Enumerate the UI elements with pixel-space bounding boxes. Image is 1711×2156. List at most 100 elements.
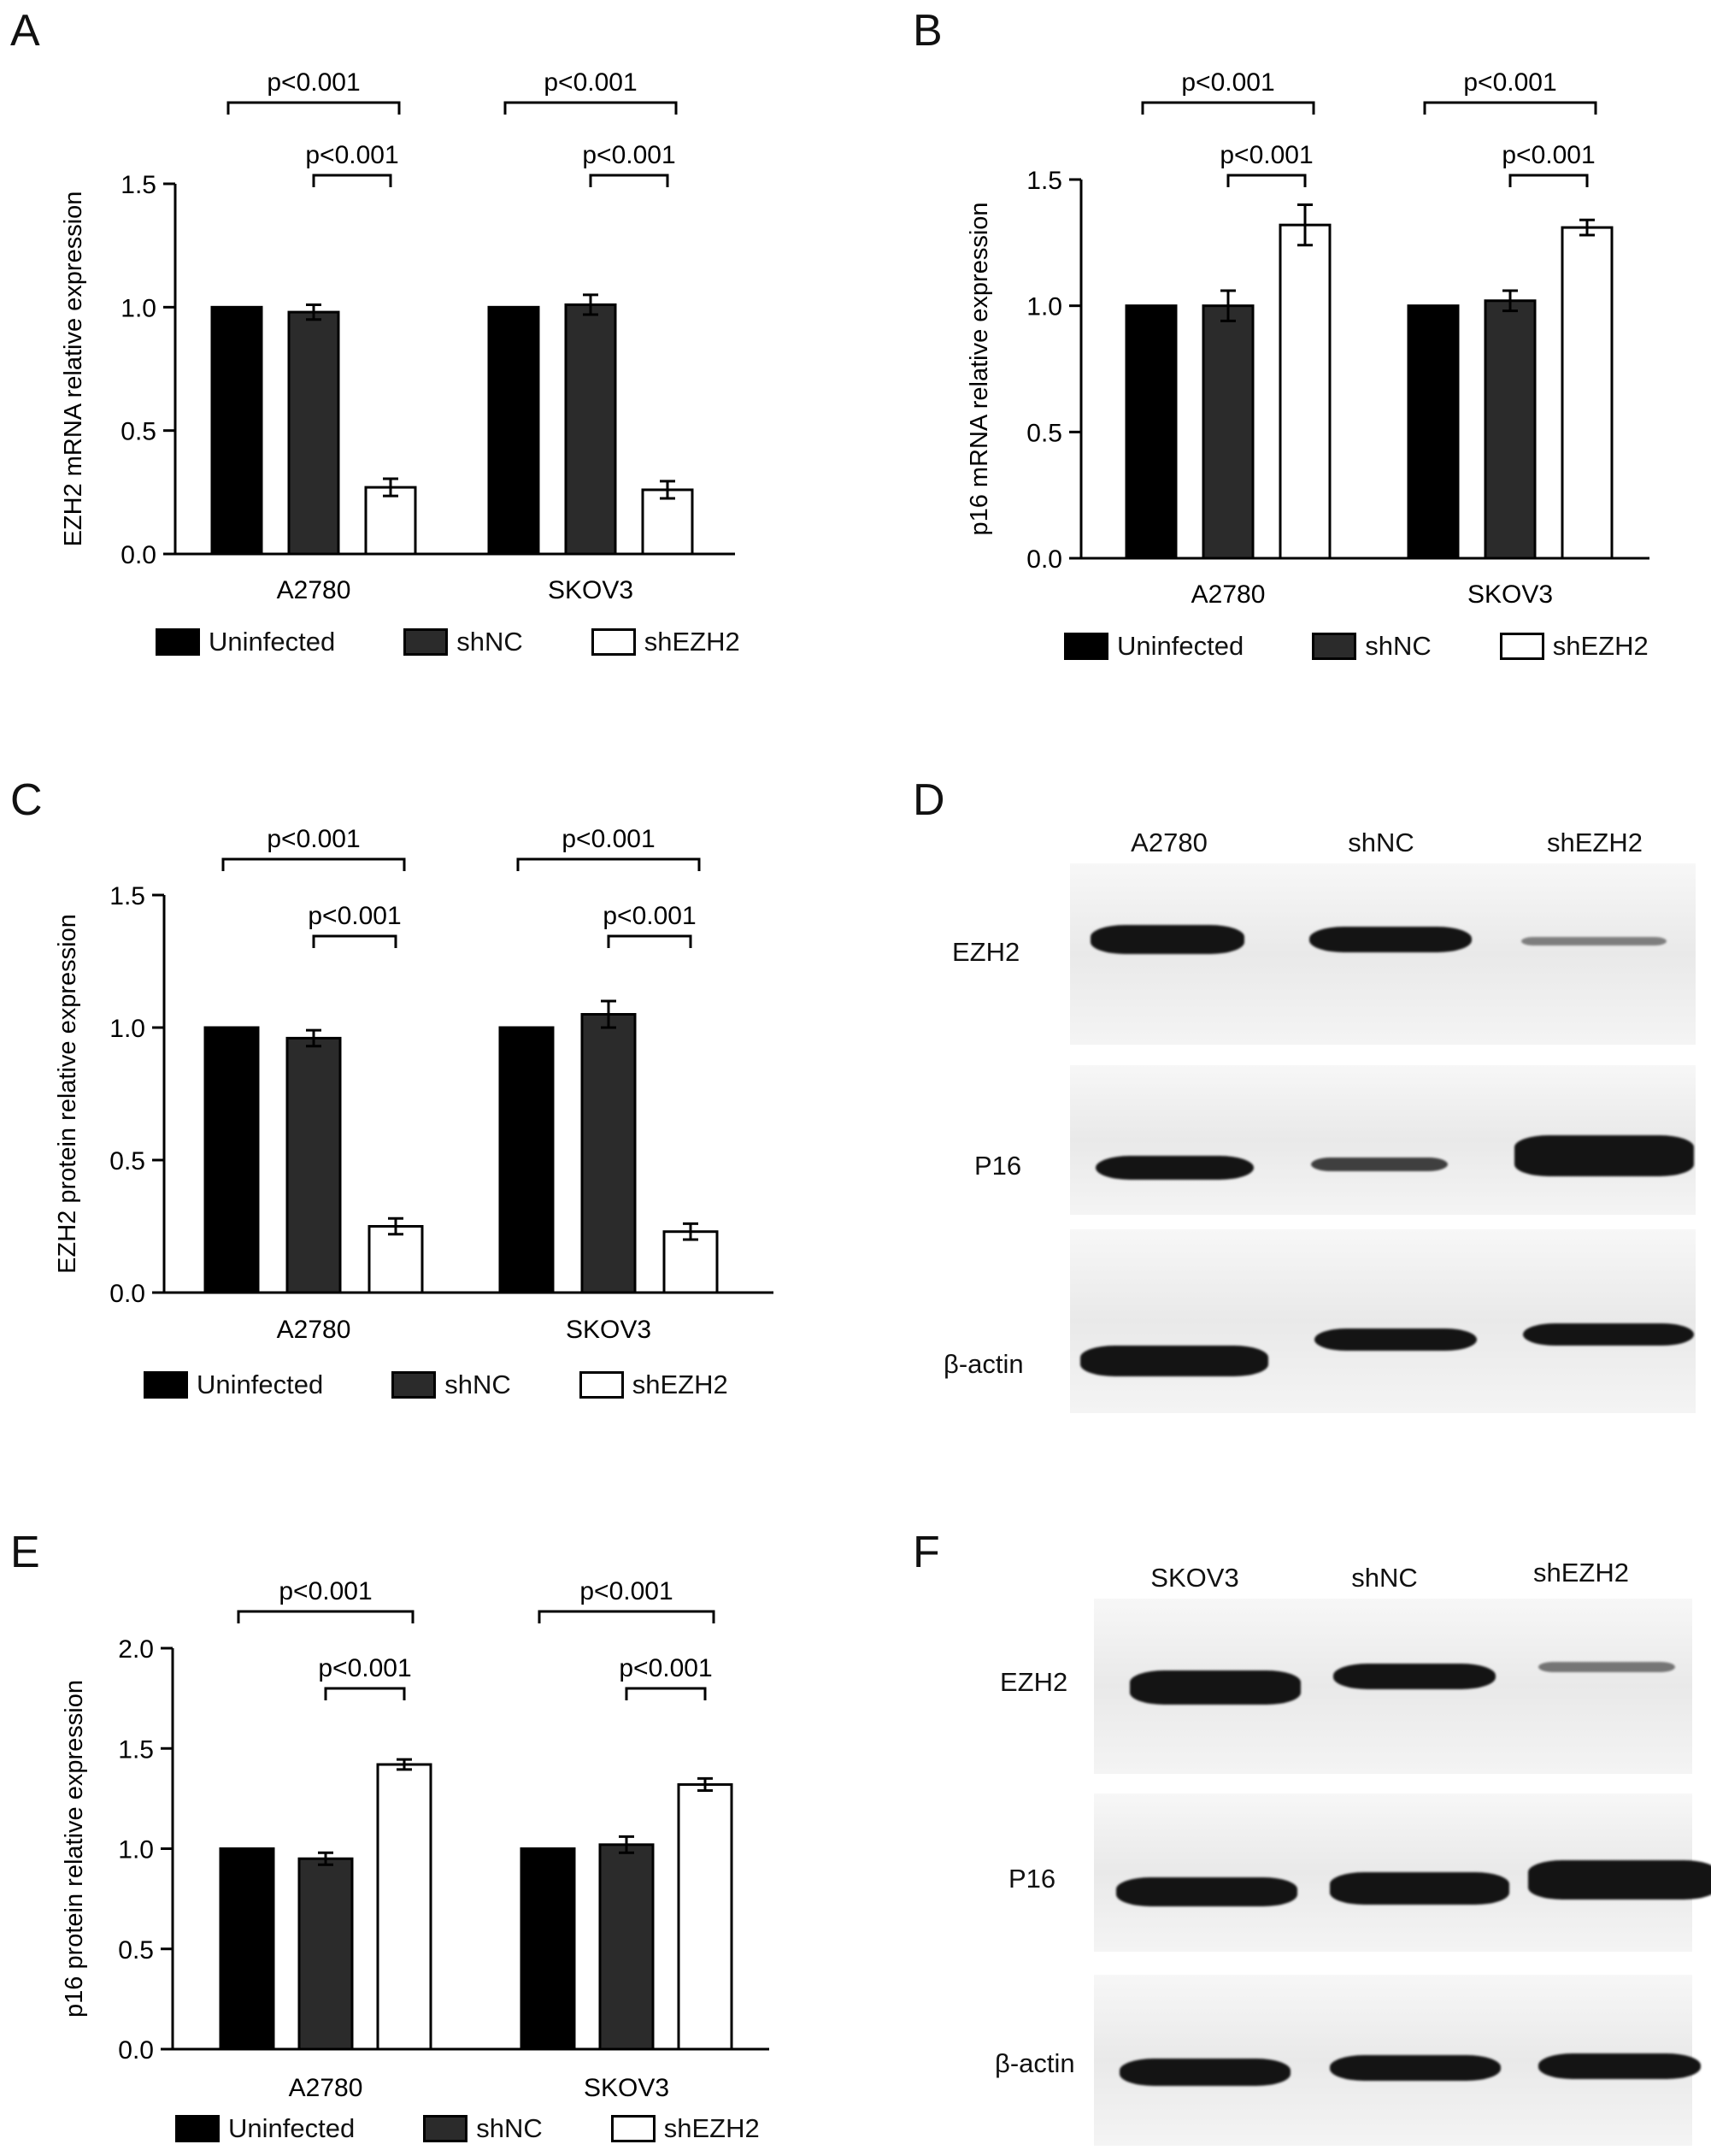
significance-label: p<0.001 — [619, 1654, 712, 1682]
blot-row-label-p16: P16 — [974, 1151, 1022, 1181]
y-tick-label: 0.0 — [109, 1280, 145, 1308]
bar-chart-a: 0.0 0.5 1.0 1.5 EZH2 mRNA relative expressio… — [60, 68, 735, 604]
bar-uninfected — [203, 1026, 260, 1294]
significance-bracket — [1141, 101, 1315, 115]
bar-shezh2 — [677, 1782, 733, 2051]
bar-shnc — [285, 1036, 342, 1294]
legend-item-uninfected: Uninfected — [144, 1370, 323, 1400]
legend-label: shNC — [1365, 631, 1432, 661]
y-tick-label: 0.5 — [121, 418, 156, 446]
bar-shnc — [287, 310, 340, 556]
legend-item-shnc: shNC — [391, 1370, 511, 1400]
bar-shnc — [580, 1013, 637, 1294]
legend-swatch-shezh2 — [1499, 633, 1544, 660]
significance-label: p<0.001 — [1220, 141, 1313, 169]
blot-band — [1538, 1662, 1675, 1672]
significance-label: p<0.001 — [579, 1577, 673, 1605]
panel-letter: E — [10, 1528, 40, 1577]
legend-item-shezh2: shEZH2 — [1499, 631, 1649, 662]
bar-uninfected — [498, 1026, 555, 1294]
legend-label: Uninfected — [197, 1370, 324, 1399]
panel-letter: D — [913, 775, 945, 825]
legend-item-shnc: shNC — [403, 627, 523, 657]
y-tick-label: 1.0 — [109, 1015, 145, 1043]
bar-uninfected — [210, 305, 263, 556]
lane-label: SKOV3 — [1150, 1563, 1239, 1593]
y-tick-label: 0.0 — [118, 2036, 154, 2065]
blot-band — [1130, 1670, 1301, 1705]
lane-label: shNC — [1351, 1563, 1418, 1593]
legend-label: shEZH2 — [644, 627, 740, 657]
significance-label: p<0.001 — [562, 825, 655, 853]
significance-label: p<0.001 — [603, 902, 696, 930]
panel-c: C 0.0 0.5 1.0 1.5 EZH2 protein relative expr… — [0, 752, 855, 1462]
bar-uninfected — [520, 1847, 576, 2051]
bar-shezh2 — [376, 1763, 432, 2051]
significance-label: p<0.001 — [318, 1654, 411, 1682]
blot-image-d — [1070, 863, 1696, 1413]
blot-band — [1314, 1328, 1477, 1351]
legend-label: shNC — [456, 627, 523, 657]
significance-bracket — [1508, 174, 1589, 187]
significance-label: p<0.001 — [267, 825, 360, 853]
blot-band — [1120, 2059, 1291, 2086]
blot-band — [1096, 1156, 1254, 1180]
legend-swatch-shnc — [403, 628, 449, 656]
significance-bracket — [237, 1610, 415, 1623]
bar-uninfected — [219, 1847, 275, 2051]
significance-label: p<0.001 — [582, 141, 675, 169]
bar-shezh2 — [364, 486, 417, 556]
legend-swatch-uninfected — [1064, 633, 1108, 660]
bar-chart-c: 0.0 0.5 1.0 1.5 EZH2 protein relative expres… — [54, 825, 773, 1344]
blot-band — [1330, 2055, 1501, 2081]
bar-shnc — [564, 303, 617, 556]
significance-bracket — [324, 1687, 406, 1700]
legend-item-shezh2: shEZH2 — [579, 1370, 728, 1400]
bar-chart-e: 0.0 0.5 1.0 1.5 2.0 p16 protein relative expr… — [61, 1577, 769, 2102]
significance-bracket — [503, 101, 678, 115]
y-tick-label: 0.5 — [1026, 419, 1062, 447]
lane-label: shNC — [1348, 828, 1414, 857]
bar-shezh2 — [1279, 223, 1332, 560]
blot-band — [1330, 1872, 1509, 1905]
blot-row-label-ezh2: EZH2 — [952, 937, 1020, 967]
blot-band — [1116, 1877, 1297, 1906]
y-axis-label: p16 mRNA relative expression — [966, 202, 993, 535]
bar-chart-b: 0.0 0.5 1.0 1.5 p16 mRNA relative expression… — [966, 68, 1649, 609]
y-tick-label: 0.5 — [109, 1147, 145, 1175]
blot-band — [1311, 1158, 1448, 1171]
y-tick-label: 0.0 — [1026, 545, 1062, 574]
y-axis-label: EZH2 protein relative expression — [54, 914, 81, 1274]
legend-label: shEZH2 — [1552, 631, 1649, 661]
legend-swatch-shnc — [391, 1371, 437, 1399]
significance-bracket — [1226, 174, 1307, 187]
y-tick-label: 1.0 — [1026, 293, 1062, 321]
legend-swatch-uninfected — [156, 628, 200, 656]
bar-uninfected — [487, 305, 540, 556]
significance-bracket — [312, 174, 392, 187]
significance-label: p<0.001 — [544, 68, 637, 97]
bar-shnc — [297, 1857, 354, 2051]
significance-bracket — [607, 934, 692, 948]
legend: Uninfected shNC shEZH2 — [156, 627, 808, 657]
bar-uninfected — [1125, 304, 1178, 560]
legend: Uninfected shNC shEZH2 — [1064, 631, 1711, 662]
blot-strip-beta-actin — [1070, 1229, 1696, 1413]
significance-bracket — [312, 934, 397, 948]
significance-bracket — [226, 101, 401, 115]
blot-band — [1333, 1664, 1496, 1689]
legend-item-shnc: shNC — [423, 2113, 543, 2144]
significance-bracket — [625, 1687, 707, 1700]
blot-band — [1091, 925, 1244, 954]
blot-strip-ezh2 — [1070, 863, 1696, 1045]
panel-f: F SKOV3 shNC shEZH2 EZH2 P16 β-actin — [906, 1505, 1711, 2156]
legend-label: shNC — [444, 1370, 511, 1399]
blot-band — [1538, 2053, 1701, 2079]
legend-item-uninfected: Uninfected — [175, 2113, 355, 2144]
significance-label: p<0.001 — [308, 902, 401, 930]
y-tick-label: 1.5 — [118, 1735, 154, 1764]
panel-e: E 0.0 0.5 1.0 1.5 2.0 p16 protein relative ex… — [0, 1505, 855, 2156]
legend: Uninfected shNC shEZH2 — [175, 2113, 828, 2144]
panel-letter: A — [10, 6, 40, 56]
y-tick-label: 0.0 — [121, 541, 156, 569]
